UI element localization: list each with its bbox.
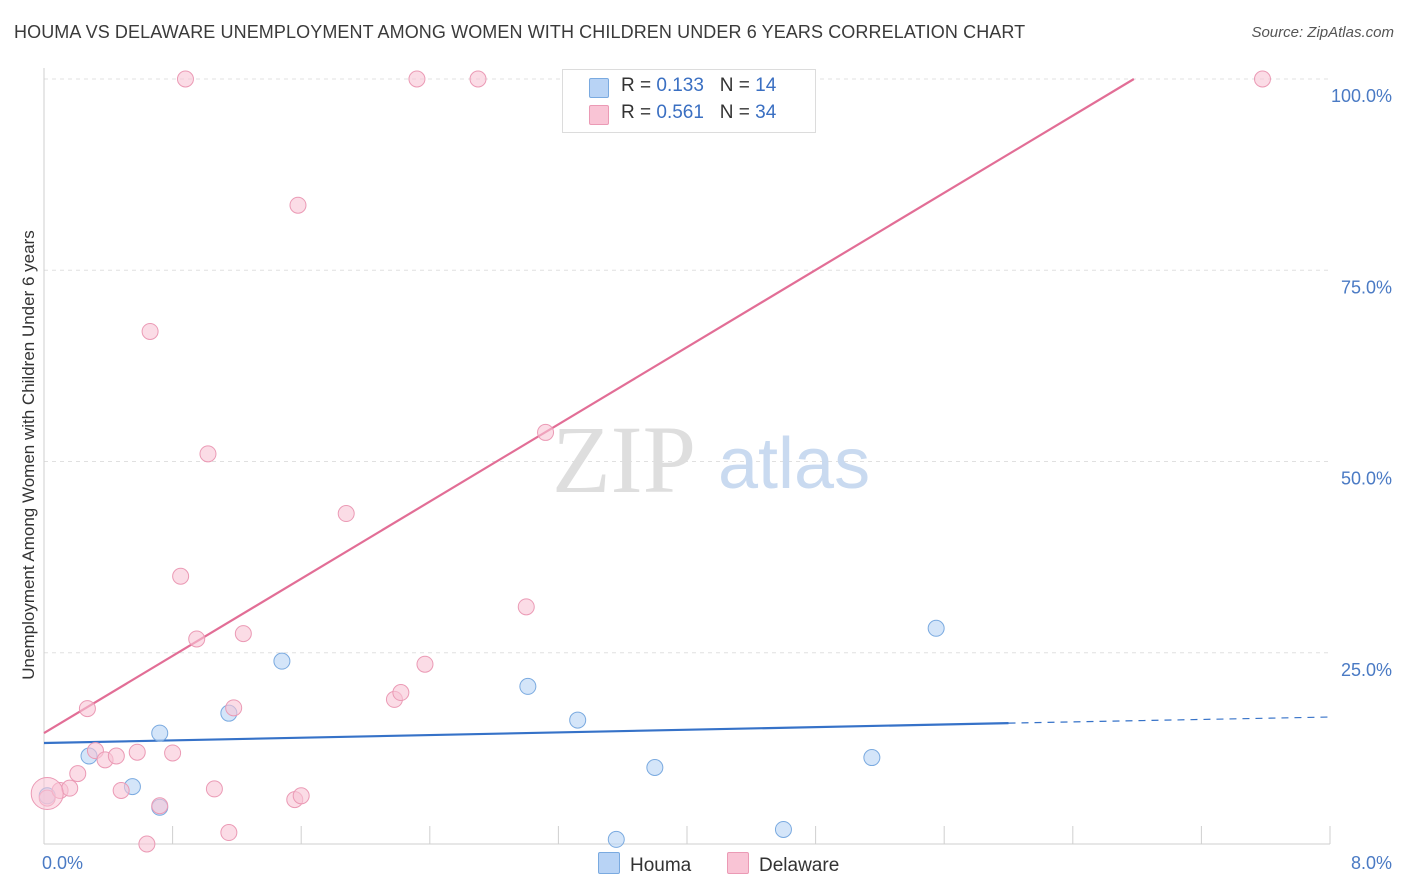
delaware-point-33 xyxy=(1253,70,1271,88)
y-tick-label-1: 50.0% xyxy=(1341,469,1392,489)
delaware-point-8 xyxy=(112,781,130,799)
delaware-swatch xyxy=(589,105,609,125)
legend-delaware-n-value: 34 xyxy=(755,102,777,123)
legend-houma-r-value: 0.133 xyxy=(656,75,704,96)
bottom-legend-delaware: Delaware xyxy=(727,852,839,877)
y-tick-label-0: 25.0% xyxy=(1341,660,1392,680)
delaware-point-25 xyxy=(337,505,355,523)
bottom-legend-houma: Houma xyxy=(598,852,691,877)
houma-swatch xyxy=(589,78,609,98)
houma-point-12 xyxy=(863,749,881,767)
houma-point-9 xyxy=(607,830,625,848)
delaware-point-20 xyxy=(225,699,243,717)
delaware-point-32 xyxy=(537,423,555,441)
delaware-point-19 xyxy=(220,824,238,842)
bottom-delaware-swatch xyxy=(727,852,749,874)
houma-point-6 xyxy=(273,652,291,670)
delaware-point-24 xyxy=(292,787,310,805)
delaware-point-2 xyxy=(61,779,79,797)
data-points xyxy=(30,70,1271,853)
source-label: Source: ZipAtlas.com xyxy=(1251,24,1394,41)
legend: R = 0.133 N = 14 R = 0.561 N = 34 xyxy=(562,69,816,133)
y-axis-label: Unemployment Among Women with Children U… xyxy=(19,230,38,679)
delaware-point-30 xyxy=(469,70,487,88)
delaware-point-31 xyxy=(517,598,535,616)
delaware-point-3 xyxy=(69,765,87,783)
delaware-point-7 xyxy=(107,747,125,765)
watermark-atlas: atlas xyxy=(718,424,870,504)
delaware-point-4 xyxy=(78,700,96,718)
delaware-point-10 xyxy=(138,835,156,853)
delaware-point-18 xyxy=(205,780,223,798)
delaware-point-21 xyxy=(234,625,252,643)
delaware-point-27 xyxy=(392,684,410,702)
y-tick-label-3: 100.0% xyxy=(1331,86,1392,106)
grid-lines xyxy=(44,78,1330,654)
delaware-trend-line xyxy=(43,78,1135,735)
legend-houma-r-label: R = xyxy=(621,75,657,96)
delaware-point-28 xyxy=(408,70,426,88)
delaware-point-11 xyxy=(141,322,159,340)
trend-lines xyxy=(43,78,1331,745)
houma-point-13 xyxy=(927,619,945,637)
delaware-point-cluster xyxy=(30,777,64,811)
delaware-point-12 xyxy=(151,797,169,815)
delaware-point-15 xyxy=(176,70,194,88)
houma-point-8 xyxy=(569,711,587,729)
delaware-point-23 xyxy=(289,196,307,214)
x-tick-label-0: 0.0% xyxy=(42,853,83,873)
delaware-point-29 xyxy=(416,655,434,673)
legend-delaware-n-label: N = xyxy=(719,102,756,123)
delaware-point-14 xyxy=(172,567,190,585)
delaware-point-17 xyxy=(199,445,217,463)
legend-houma-n-label: N = xyxy=(719,75,756,96)
delaware-point-16 xyxy=(188,630,206,648)
bottom-delaware-label: Delaware xyxy=(759,855,840,876)
houma-point-11 xyxy=(774,820,792,838)
houma-point-3 xyxy=(151,724,169,742)
houma-point-10 xyxy=(646,759,664,776)
y-tick-label-2: 75.0% xyxy=(1341,277,1392,297)
axis-ticks: 25.0% 50.0% 75.0% 100.0% 0.0% 8.0% xyxy=(42,86,1392,873)
legend-delaware-r-label: R = xyxy=(621,102,657,123)
houma-trend-line xyxy=(43,722,1009,745)
houma-point-7 xyxy=(519,677,537,695)
legend-delaware-r-value: 0.561 xyxy=(656,102,704,123)
delaware-point-13 xyxy=(164,744,182,762)
delaware-point-9 xyxy=(128,743,146,761)
axes xyxy=(43,68,1331,845)
bottom-houma-swatch xyxy=(598,852,620,874)
houma-trend-extension xyxy=(1008,716,1331,724)
chart-title: HOUMA VS DELAWARE UNEMPLOYMENT AMONG WOM… xyxy=(14,22,1026,42)
watermark-zip: ZIP xyxy=(552,406,696,513)
bottom-houma-label: Houma xyxy=(630,855,692,876)
legend-houma-n-value: 14 xyxy=(755,75,777,96)
x-tick-label-1: 8.0% xyxy=(1351,853,1392,873)
